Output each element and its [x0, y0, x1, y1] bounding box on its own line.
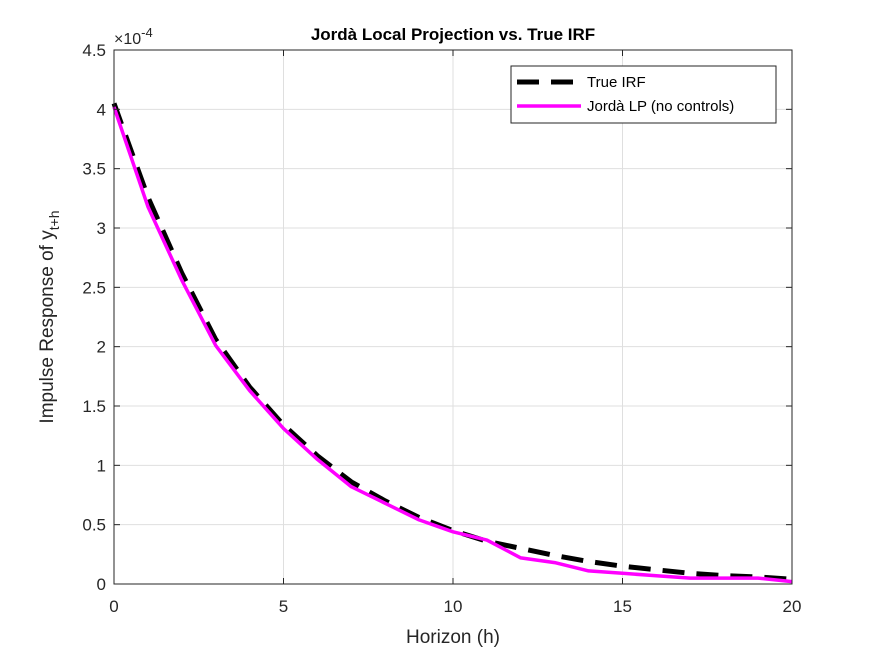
y-axis-exponent: ×10-4 — [114, 25, 153, 48]
y-tick-label: 2 — [97, 338, 106, 357]
y-axis-label: Impulse Response of yt+h — [37, 210, 62, 423]
y-tick-label: 4 — [97, 100, 106, 119]
y-tick-label: 3.5 — [82, 160, 106, 179]
y-tick-label: 0 — [97, 575, 106, 594]
series-line-jorda-lp — [112, 106, 793, 584]
y-tick-label: 0.5 — [82, 516, 106, 535]
x-tick-label: 20 — [783, 597, 802, 616]
legend: True IRF Jordà LP (no controls) — [510, 65, 777, 124]
x-axis-label: Horizon (h) — [406, 627, 500, 648]
legend-box — [510, 65, 777, 124]
chart-title: Jordà Local Projection vs. True IRF — [311, 25, 595, 44]
y-tick-label: 4.5 — [82, 41, 106, 60]
y-exponent-power: -4 — [141, 25, 153, 40]
y-axis-label-subscript: t+h — [46, 210, 62, 230]
x-tick-label: 10 — [444, 597, 463, 616]
legend-label: Jordà LP (no controls) — [587, 98, 734, 115]
x-tick-label: 15 — [613, 597, 632, 616]
x-tick-label: 0 — [109, 597, 118, 616]
x-tick-label: 5 — [279, 597, 288, 616]
y-tick-label: 1.5 — [82, 397, 106, 416]
series-layer — [111, 102, 793, 584]
y-tick-label: 2.5 — [82, 278, 106, 297]
tick-labels: 0 5 10 15 20 0 0.5 1 1.5 2 2.5 3 3.5 4 4.5 — [82, 41, 801, 616]
y-exponent-base: ×10 — [114, 31, 141, 48]
y-axis-label-main: Impulse Response of y — [37, 230, 58, 424]
legend-label: True IRF — [587, 74, 646, 91]
y-tick-label: 3 — [97, 219, 106, 238]
series-line-true-irf — [111, 102, 793, 582]
y-tick-label: 1 — [97, 456, 106, 475]
